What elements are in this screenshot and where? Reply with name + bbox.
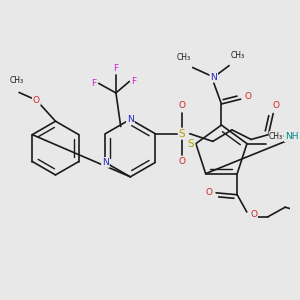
Text: O: O xyxy=(206,188,213,197)
Text: CH₃: CH₃ xyxy=(177,53,191,62)
Text: F: F xyxy=(132,77,137,86)
Text: N: N xyxy=(127,115,134,124)
Text: O: O xyxy=(178,157,186,166)
Text: F: F xyxy=(91,79,97,88)
Text: O: O xyxy=(178,101,186,110)
Text: S: S xyxy=(188,139,194,148)
Text: N: N xyxy=(210,73,217,82)
Text: O: O xyxy=(273,101,280,110)
Text: N: N xyxy=(102,158,109,167)
Text: S: S xyxy=(179,129,185,139)
Text: CH₃: CH₃ xyxy=(269,132,283,141)
Text: CH₃: CH₃ xyxy=(231,51,245,60)
Text: O: O xyxy=(33,96,40,105)
Text: NH: NH xyxy=(285,132,298,141)
Text: CH₃: CH₃ xyxy=(10,76,24,85)
Text: O: O xyxy=(250,210,257,219)
Text: O: O xyxy=(245,92,252,101)
Text: F: F xyxy=(113,64,119,74)
